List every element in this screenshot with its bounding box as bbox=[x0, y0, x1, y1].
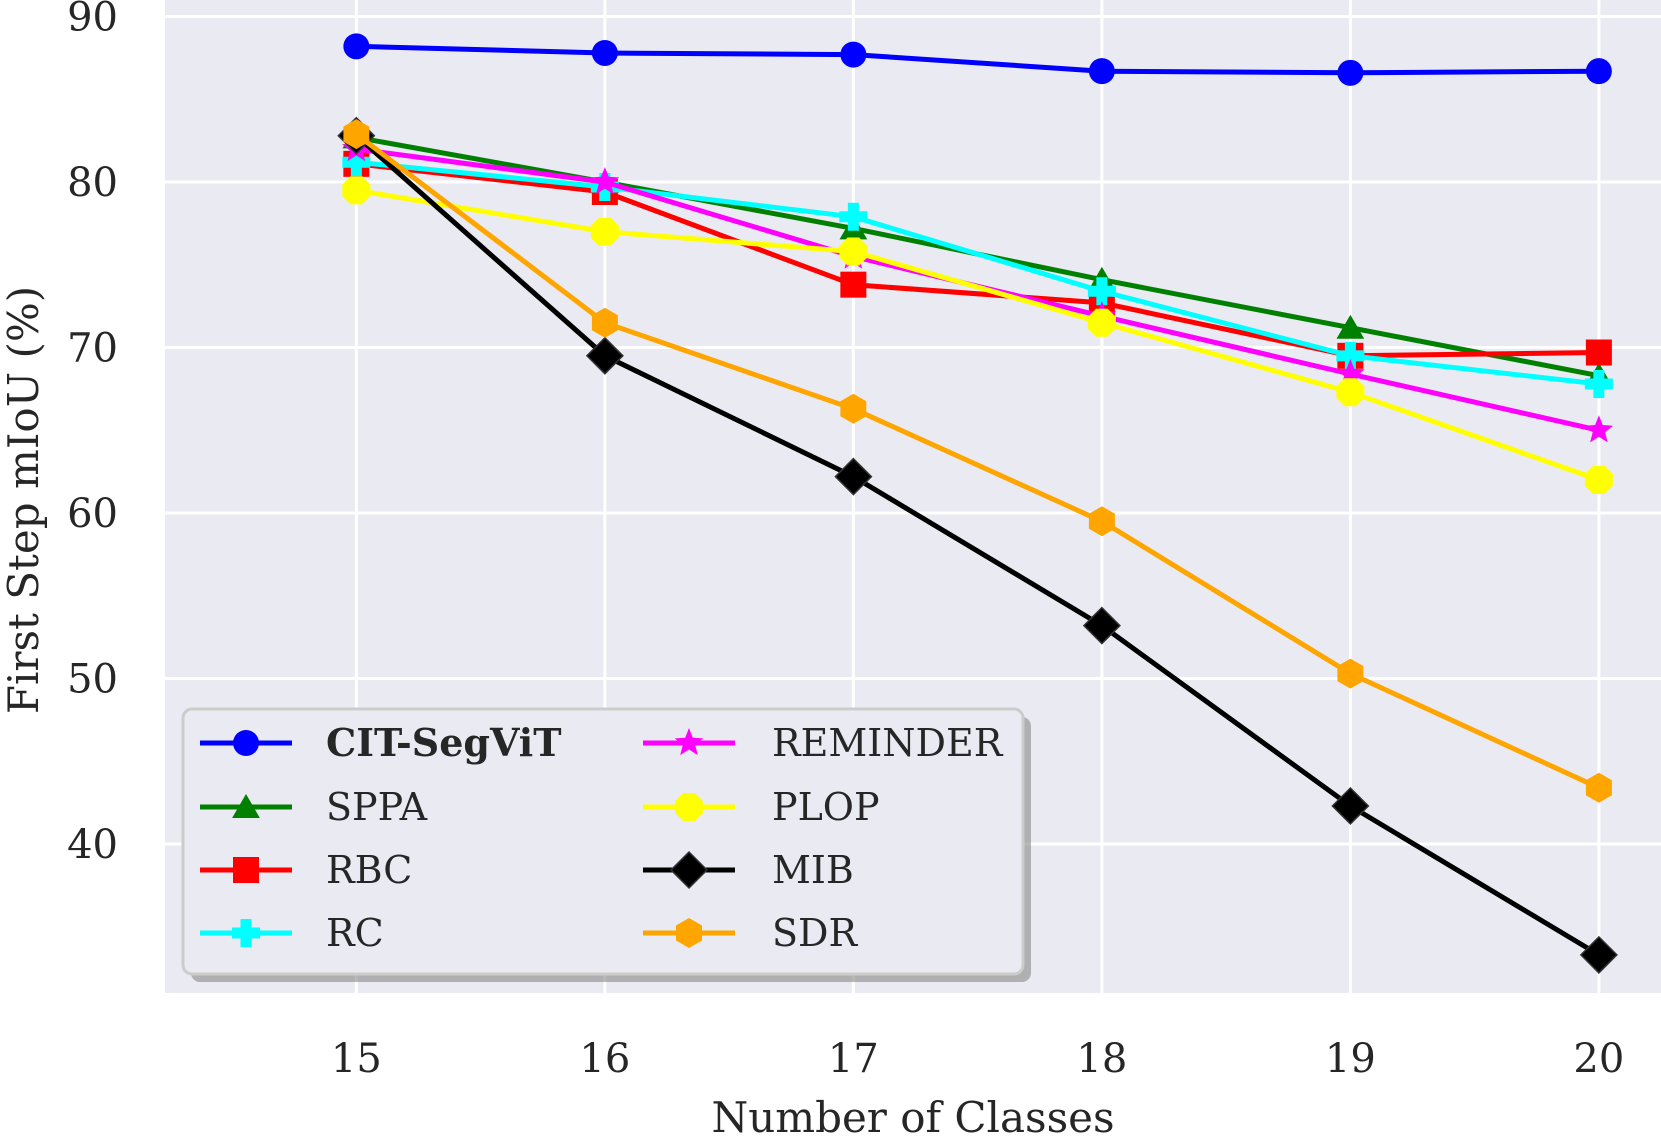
x-tick-label: 15 bbox=[331, 1036, 382, 1082]
data-point-diamond bbox=[834, 457, 873, 496]
legend-marker bbox=[233, 730, 259, 756]
legend-marker bbox=[233, 857, 259, 883]
legend-entry: MIB bbox=[643, 848, 854, 892]
data-point-square bbox=[840, 271, 867, 298]
data-point-star bbox=[590, 167, 620, 195]
data-point-xplus bbox=[839, 237, 868, 266]
data-point-circle bbox=[1585, 58, 1612, 85]
legend-label: MIB bbox=[772, 848, 854, 892]
data-point-diamond bbox=[1331, 786, 1370, 826]
series-cit-segvit bbox=[343, 33, 1612, 86]
data-point-xplus bbox=[342, 176, 371, 205]
y-tick-label: 80 bbox=[67, 160, 118, 206]
legend-label: RBC bbox=[326, 848, 412, 892]
x-tick-label: 18 bbox=[1076, 1036, 1127, 1082]
data-point-plus bbox=[1584, 369, 1613, 398]
legend-entry: SDR bbox=[643, 911, 858, 955]
series-line bbox=[356, 159, 1600, 387]
series-line bbox=[354, 133, 1601, 958]
data-point-diamond bbox=[585, 336, 624, 375]
data-point-xplus bbox=[1336, 378, 1365, 407]
legend-box bbox=[181, 707, 1025, 976]
x-axis-title: Number of Classes bbox=[711, 1093, 1114, 1137]
data-point-plus bbox=[1087, 277, 1116, 306]
y-tick-label: 70 bbox=[67, 326, 118, 372]
legend-marker bbox=[676, 918, 702, 948]
data-point-hexagon bbox=[840, 393, 867, 424]
data-point-hexagon bbox=[1337, 658, 1364, 689]
series-layer bbox=[337, 33, 1618, 974]
legend-label: RC bbox=[326, 911, 384, 955]
series-plop bbox=[342, 176, 1614, 495]
series-line bbox=[356, 161, 1599, 359]
data-point-star bbox=[1584, 415, 1614, 443]
legend-entry: REMINDER bbox=[643, 721, 1004, 765]
data-point-hexagon bbox=[591, 307, 618, 338]
data-point-xplus bbox=[1087, 308, 1117, 337]
data-point-diamond bbox=[1579, 935, 1618, 974]
legend-entry: RC bbox=[200, 911, 384, 955]
legend-entry: PLOP bbox=[643, 785, 880, 829]
y-tick-label: 40 bbox=[67, 822, 118, 868]
legend-marker bbox=[232, 919, 260, 947]
legend-marker bbox=[674, 728, 704, 756]
legend-label: CIT-SegViT bbox=[326, 720, 562, 765]
y-tick-label: 50 bbox=[67, 657, 118, 703]
data-point-xplus bbox=[590, 217, 619, 246]
legend-marker bbox=[232, 794, 260, 818]
data-point-plus bbox=[839, 202, 868, 231]
grid-lines bbox=[165, 0, 1661, 993]
y-tick-label: 60 bbox=[67, 491, 118, 537]
data-point-diamond bbox=[1082, 606, 1121, 645]
y-tick-labels: 40 50 60 70 80 90 bbox=[67, 0, 118, 868]
legend-marker bbox=[669, 850, 709, 890]
series-line bbox=[354, 132, 1600, 791]
y-tick-label: 90 bbox=[67, 0, 118, 41]
data-point-hexagon bbox=[343, 119, 370, 150]
legend-label: PLOP bbox=[772, 785, 880, 829]
x-tick-label: 17 bbox=[828, 1036, 879, 1082]
series-sdr bbox=[343, 119, 1612, 803]
data-point-plus bbox=[1336, 341, 1365, 370]
x-tick-label: 16 bbox=[579, 1036, 630, 1082]
legend: CIT-SegViT SPPA RBC RC REMINDER PLOP MIB SDR bbox=[181, 707, 1031, 982]
x-tick-label: 20 bbox=[1573, 1036, 1624, 1082]
data-point-circle bbox=[1088, 58, 1115, 85]
series-line bbox=[355, 187, 1600, 483]
data-point-hexagon bbox=[1088, 506, 1115, 537]
data-point-xplus bbox=[1584, 465, 1614, 495]
data-point-circle bbox=[591, 39, 618, 66]
y-axis-title: First Step mIoU (%) bbox=[0, 286, 48, 714]
legend-entry: RBC bbox=[200, 848, 412, 892]
data-point-circle bbox=[343, 33, 370, 60]
data-point-circle bbox=[1337, 59, 1364, 86]
data-point-square bbox=[1585, 339, 1612, 366]
x-tick-labels: 15 16 17 18 19 20 bbox=[331, 1036, 1624, 1082]
data-point-star bbox=[1336, 359, 1365, 387]
legend-entry: SPPA bbox=[200, 785, 428, 829]
legend-items: CIT-SegViT SPPA RBC RC REMINDER PLOP MIB SDR bbox=[200, 720, 1004, 955]
legend-label: REMINDER bbox=[772, 721, 1004, 765]
legend-label: SPPA bbox=[326, 785, 428, 829]
data-point-triangle bbox=[1336, 314, 1365, 339]
x-tick-label: 19 bbox=[1325, 1036, 1376, 1082]
data-point-circle bbox=[840, 41, 867, 68]
legend-marker bbox=[674, 792, 704, 822]
data-point-hexagon bbox=[1585, 772, 1612, 803]
legend-label: SDR bbox=[772, 911, 858, 955]
series-line bbox=[356, 43, 1599, 76]
legend-entry: CIT-SegViT bbox=[200, 720, 562, 765]
data-point-plus bbox=[342, 148, 371, 177]
